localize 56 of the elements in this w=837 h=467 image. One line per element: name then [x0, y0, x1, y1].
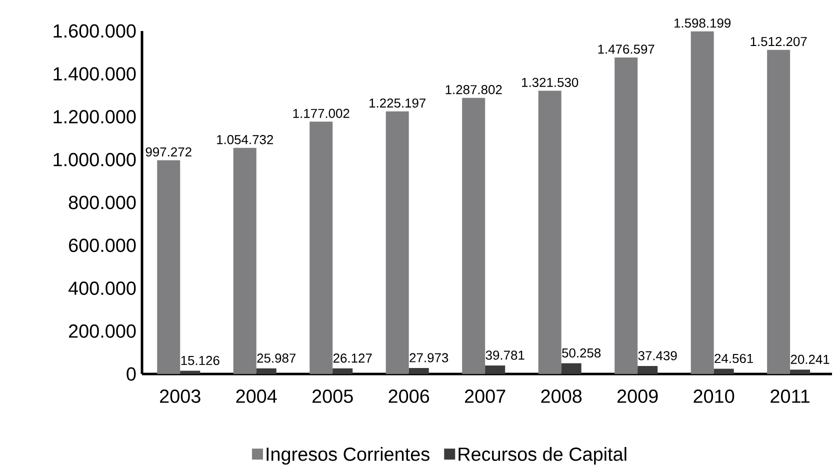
bar [157, 160, 180, 374]
bar [790, 370, 810, 374]
x-tick-label: 2003 [160, 390, 200, 403]
bar [256, 368, 276, 374]
bar [767, 50, 790, 374]
data-label: 50.258 [562, 348, 601, 358]
x-tick-label: 2006 [388, 390, 430, 403]
y-tick-label: 400.000 [68, 282, 136, 295]
bar [485, 365, 506, 374]
y-tick-label: 0 [126, 367, 136, 381]
data-label: 1.512.207 [750, 36, 807, 46]
bar [310, 122, 333, 374]
bar [638, 366, 658, 374]
bar [614, 57, 638, 374]
data-label: 27.973 [410, 353, 448, 362]
legend-label: Recursos de Capital [458, 447, 626, 465]
x-tick-label: 2005 [312, 390, 353, 403]
bar [386, 111, 409, 374]
y-tick-label: 1.000.000 [54, 152, 136, 166]
x-tick-label: 2009 [617, 390, 658, 403]
data-label: 1.225.197 [370, 98, 426, 108]
data-label: 24.561 [714, 354, 754, 364]
y-tick-label: 1.400.000 [54, 67, 136, 81]
bar [233, 148, 256, 374]
bar [538, 90, 562, 374]
bar [332, 368, 353, 374]
data-label: 39.781 [486, 350, 524, 360]
data-label: 26.127 [333, 354, 372, 363]
bar [462, 98, 486, 374]
bar [561, 363, 582, 374]
data-label: 1.287.802 [446, 85, 502, 94]
data-label: 20.241 [790, 354, 830, 364]
x-tick-label: 2008 [541, 390, 582, 403]
bar [714, 368, 734, 374]
bar [408, 368, 429, 374]
x-tick-label: 2010 [694, 390, 734, 403]
data-label: 25.987 [257, 354, 296, 363]
x-tick-label: 2004 [236, 390, 277, 403]
y-tick-label: 600.000 [69, 238, 136, 252]
legend-label: Ingresos Corrientes [266, 447, 430, 465]
data-label: 1.476.597 [598, 44, 654, 54]
y-tick-label: 1.200.000 [54, 110, 136, 124]
data-label: 1.177.002 [293, 108, 350, 118]
data-label: 1.054.732 [217, 135, 274, 144]
data-label: 1.598.199 [674, 18, 731, 28]
data-label: 15.126 [181, 356, 220, 366]
data-label: 997.272 [146, 147, 192, 157]
data-label: 37.439 [638, 351, 677, 360]
bar [690, 31, 714, 374]
x-tick-label: 2011 [770, 390, 810, 403]
data-label: 1.321.530 [522, 78, 578, 87]
bar [180, 370, 200, 374]
y-tick-label: 200.000 [69, 324, 136, 338]
x-tick-label: 2007 [464, 390, 506, 403]
y-tick-label: 800.000 [68, 196, 136, 210]
y-tick-label: 1.600.000 [54, 24, 136, 38]
